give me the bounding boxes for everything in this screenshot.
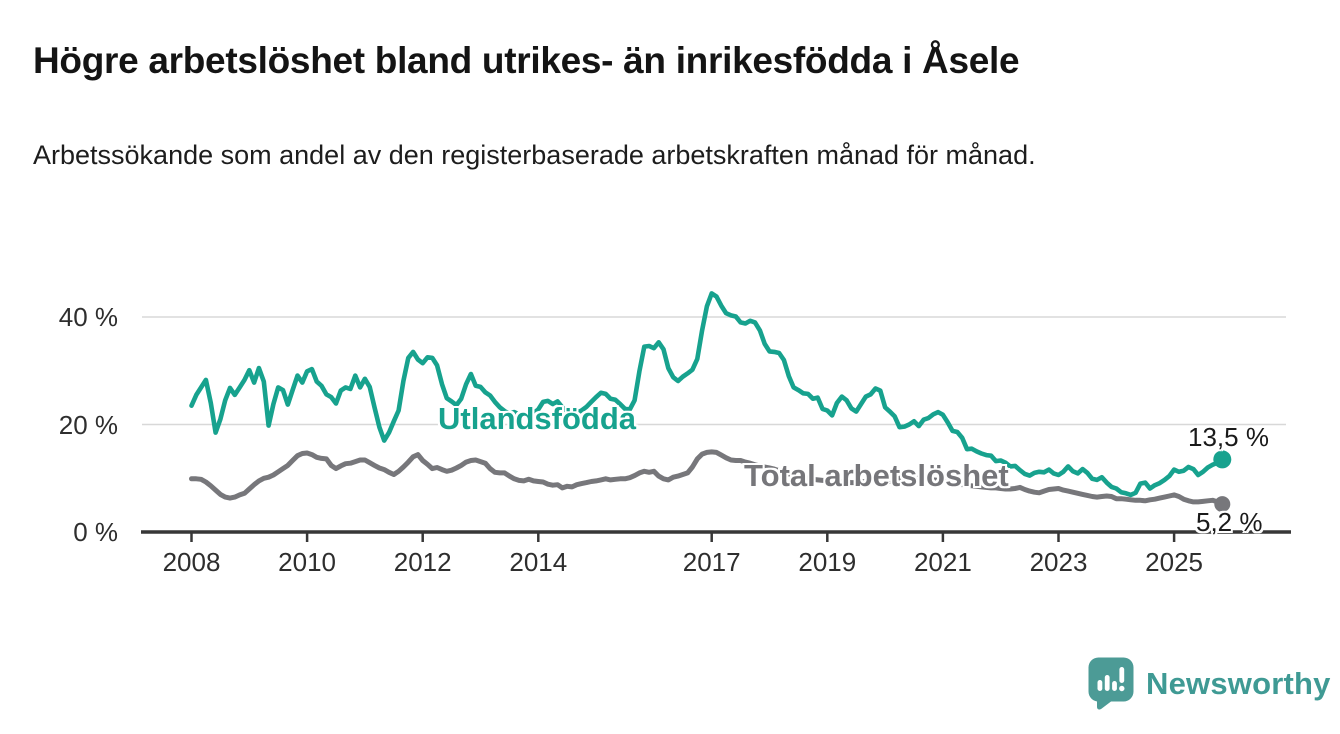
utlandsfodda-line bbox=[189, 291, 1225, 498]
x-axis-label: 2010 bbox=[278, 547, 337, 577]
x-axis-label: 2012 bbox=[393, 547, 452, 577]
gridlines bbox=[142, 316, 1286, 426]
x-axis-label: 2008 bbox=[162, 547, 221, 577]
utlandsfodda-end-dot bbox=[1213, 450, 1232, 469]
utlandsfodda-end-value-label: 13,5 % bbox=[1188, 422, 1269, 452]
x-axis-label: 2014 bbox=[509, 547, 568, 577]
newsworthy-logo-text: Newsworthy bbox=[1146, 665, 1331, 701]
x-axis-label: 2025 bbox=[1145, 547, 1204, 577]
total-arbetsloshet-line bbox=[189, 449, 1225, 507]
x-axis-label: 2023 bbox=[1029, 547, 1088, 577]
y-axis-label: 40 % bbox=[58, 302, 118, 332]
y-axis-label: 0 % bbox=[73, 517, 118, 547]
total-end-value-label: 5,2 % bbox=[1196, 507, 1263, 537]
utlandsfodda-series-label: Utlandsfödda bbox=[438, 401, 637, 436]
newsworthy-logo-icon bbox=[1088, 657, 1134, 710]
y-axis-label: 20 % bbox=[58, 409, 118, 440]
x-axis-ticks bbox=[190, 532, 1176, 542]
newsworthy-logo: Newsworthy bbox=[1088, 657, 1331, 710]
x-axis-label: 2021 bbox=[913, 547, 972, 577]
x-axis-label: 2019 bbox=[798, 547, 857, 577]
total-series-label: Total arbetslöshet bbox=[744, 458, 1009, 493]
x-axis-label: 2017 bbox=[682, 547, 741, 577]
chart-subtitle: Arbetssökande som andel av den registerb… bbox=[33, 140, 1036, 170]
chart-title: Högre arbetslöshet bland utrikes- än inr… bbox=[33, 40, 1020, 81]
total-end-dot bbox=[1214, 496, 1231, 513]
